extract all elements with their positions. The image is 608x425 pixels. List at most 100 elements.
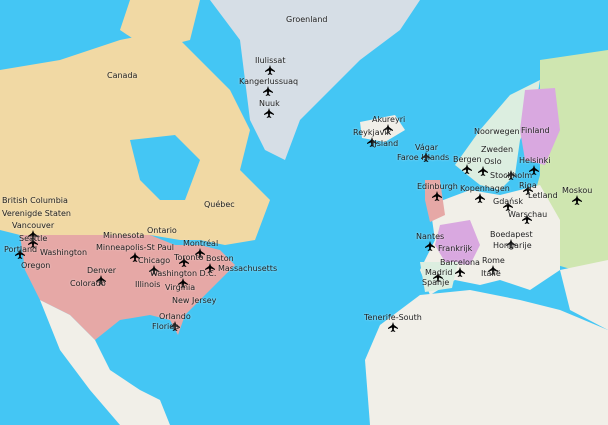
place-label: Nantes [416,232,445,241]
place-label: Warschau [508,210,548,219]
place-label: Vancouver [12,221,55,230]
region-label: Ontario [147,226,177,235]
airplane-icon[interactable] [506,170,516,180]
airplane-icon[interactable] [462,164,472,174]
airplane-icon[interactable] [529,165,539,175]
place-label: Seattle [19,234,48,243]
region-label: Oregon [21,261,51,270]
greenland-land [210,0,420,160]
airplane-icon[interactable] [523,185,533,195]
airplane-icon[interactable] [522,214,532,224]
airplane-icon[interactable] [170,321,180,331]
airplane-icon[interactable] [28,230,38,240]
airplane-icon[interactable] [195,248,205,258]
airplane-icon[interactable] [367,137,377,147]
region-label: Spanje [422,278,450,287]
airplane-icon[interactable] [15,249,25,259]
place-label: Nuuk [259,99,280,108]
place-label: Riga [519,181,537,190]
region-label: Noorwegen [474,127,520,136]
iceland-land [360,115,405,142]
airplane-icon[interactable] [425,241,435,251]
place-label: Portland [4,245,38,254]
mexico-land [40,300,170,425]
place-label: Oslo [484,157,502,166]
region-label: Québec [204,200,235,209]
africa-land [365,290,608,425]
place-label: Washington D.C. [150,269,217,278]
place-label: Barcelona [440,258,480,267]
airplane-icon[interactable] [506,239,516,249]
place-label: Ilulissat [255,56,286,65]
region-label: Washington [40,248,88,257]
place-label: Toronto [174,253,204,262]
region-label: Groenland [286,15,328,24]
place-label: Chicago [138,256,171,265]
place-label: Tenerife-South [364,313,422,322]
middle-east-land [560,260,608,330]
airplane-icon[interactable] [455,267,465,277]
airplane-icon[interactable] [130,252,140,262]
region-label: Massachusetts [218,264,278,273]
france-land [435,220,480,265]
airplane-icon[interactable] [149,265,159,275]
usa-land [20,235,235,340]
airplane-icon[interactable] [488,265,498,275]
region-label: Zweden [481,145,514,154]
uk-land [425,180,445,222]
airplane-icon[interactable] [28,238,38,248]
place-label: Vágar [415,143,439,152]
airplane-icon[interactable] [179,257,189,267]
airplane-icon[interactable] [96,275,106,285]
place-label: Boedapest [490,230,533,239]
airplane-icon[interactable] [503,201,513,211]
airplane-icon[interactable] [383,124,393,134]
place-label: Madrid [425,268,453,277]
place-label: Denver [87,266,117,275]
airplane-icon[interactable] [265,65,275,75]
region-label: Verenigde Staten [2,209,71,218]
place-label: Kangerlussuaq [239,77,299,86]
airplane-icon[interactable] [178,278,188,288]
scandinavia-land [455,80,540,190]
region-label: Colorado [70,279,106,288]
region-label: Letland [528,191,558,200]
place-label: Bergen [453,155,482,164]
hudson-bay [130,135,200,200]
airplane-icon[interactable] [421,152,431,162]
place-label: Moskou [562,186,593,195]
place-label: Rome [482,256,505,265]
airplane-icon[interactable] [264,108,274,118]
finland-land [520,88,560,165]
place-label: Kopenhagen [460,184,510,193]
region-label: Virginia [165,283,196,292]
region-label: Illinois [135,280,161,289]
region-label: Italië [481,269,501,278]
airplane-icon[interactable] [572,195,582,205]
region-label: Hongarije [493,241,532,250]
arctic-islands [120,0,200,50]
place-label: Minneapolis-St Paul [96,243,174,252]
airplane-icon[interactable] [432,191,442,201]
place-label: Montréal [183,239,219,248]
place-label: Stockholm [490,171,533,180]
place-label: Akureyri [372,115,406,124]
airplane-icon[interactable] [263,86,273,96]
place-label: Edinburgh [417,182,458,191]
airplane-icon[interactable] [433,272,443,282]
airplane-icon[interactable] [475,193,485,203]
airplane-icon[interactable] [388,322,398,332]
region-label: Faroe Islands [397,153,450,162]
airport-markers [15,65,582,332]
airplane-icon[interactable] [478,166,488,176]
place-label: Orlando [159,312,191,321]
place-label: Gdańsk [493,197,524,206]
region-label: New Jersey [172,296,217,305]
region-label: Finland [521,126,550,135]
place-label: Boston [206,254,234,263]
airplane-icon[interactable] [205,263,215,273]
place-label: Helsinki [519,156,551,165]
region-label: Minnesota [103,231,145,240]
